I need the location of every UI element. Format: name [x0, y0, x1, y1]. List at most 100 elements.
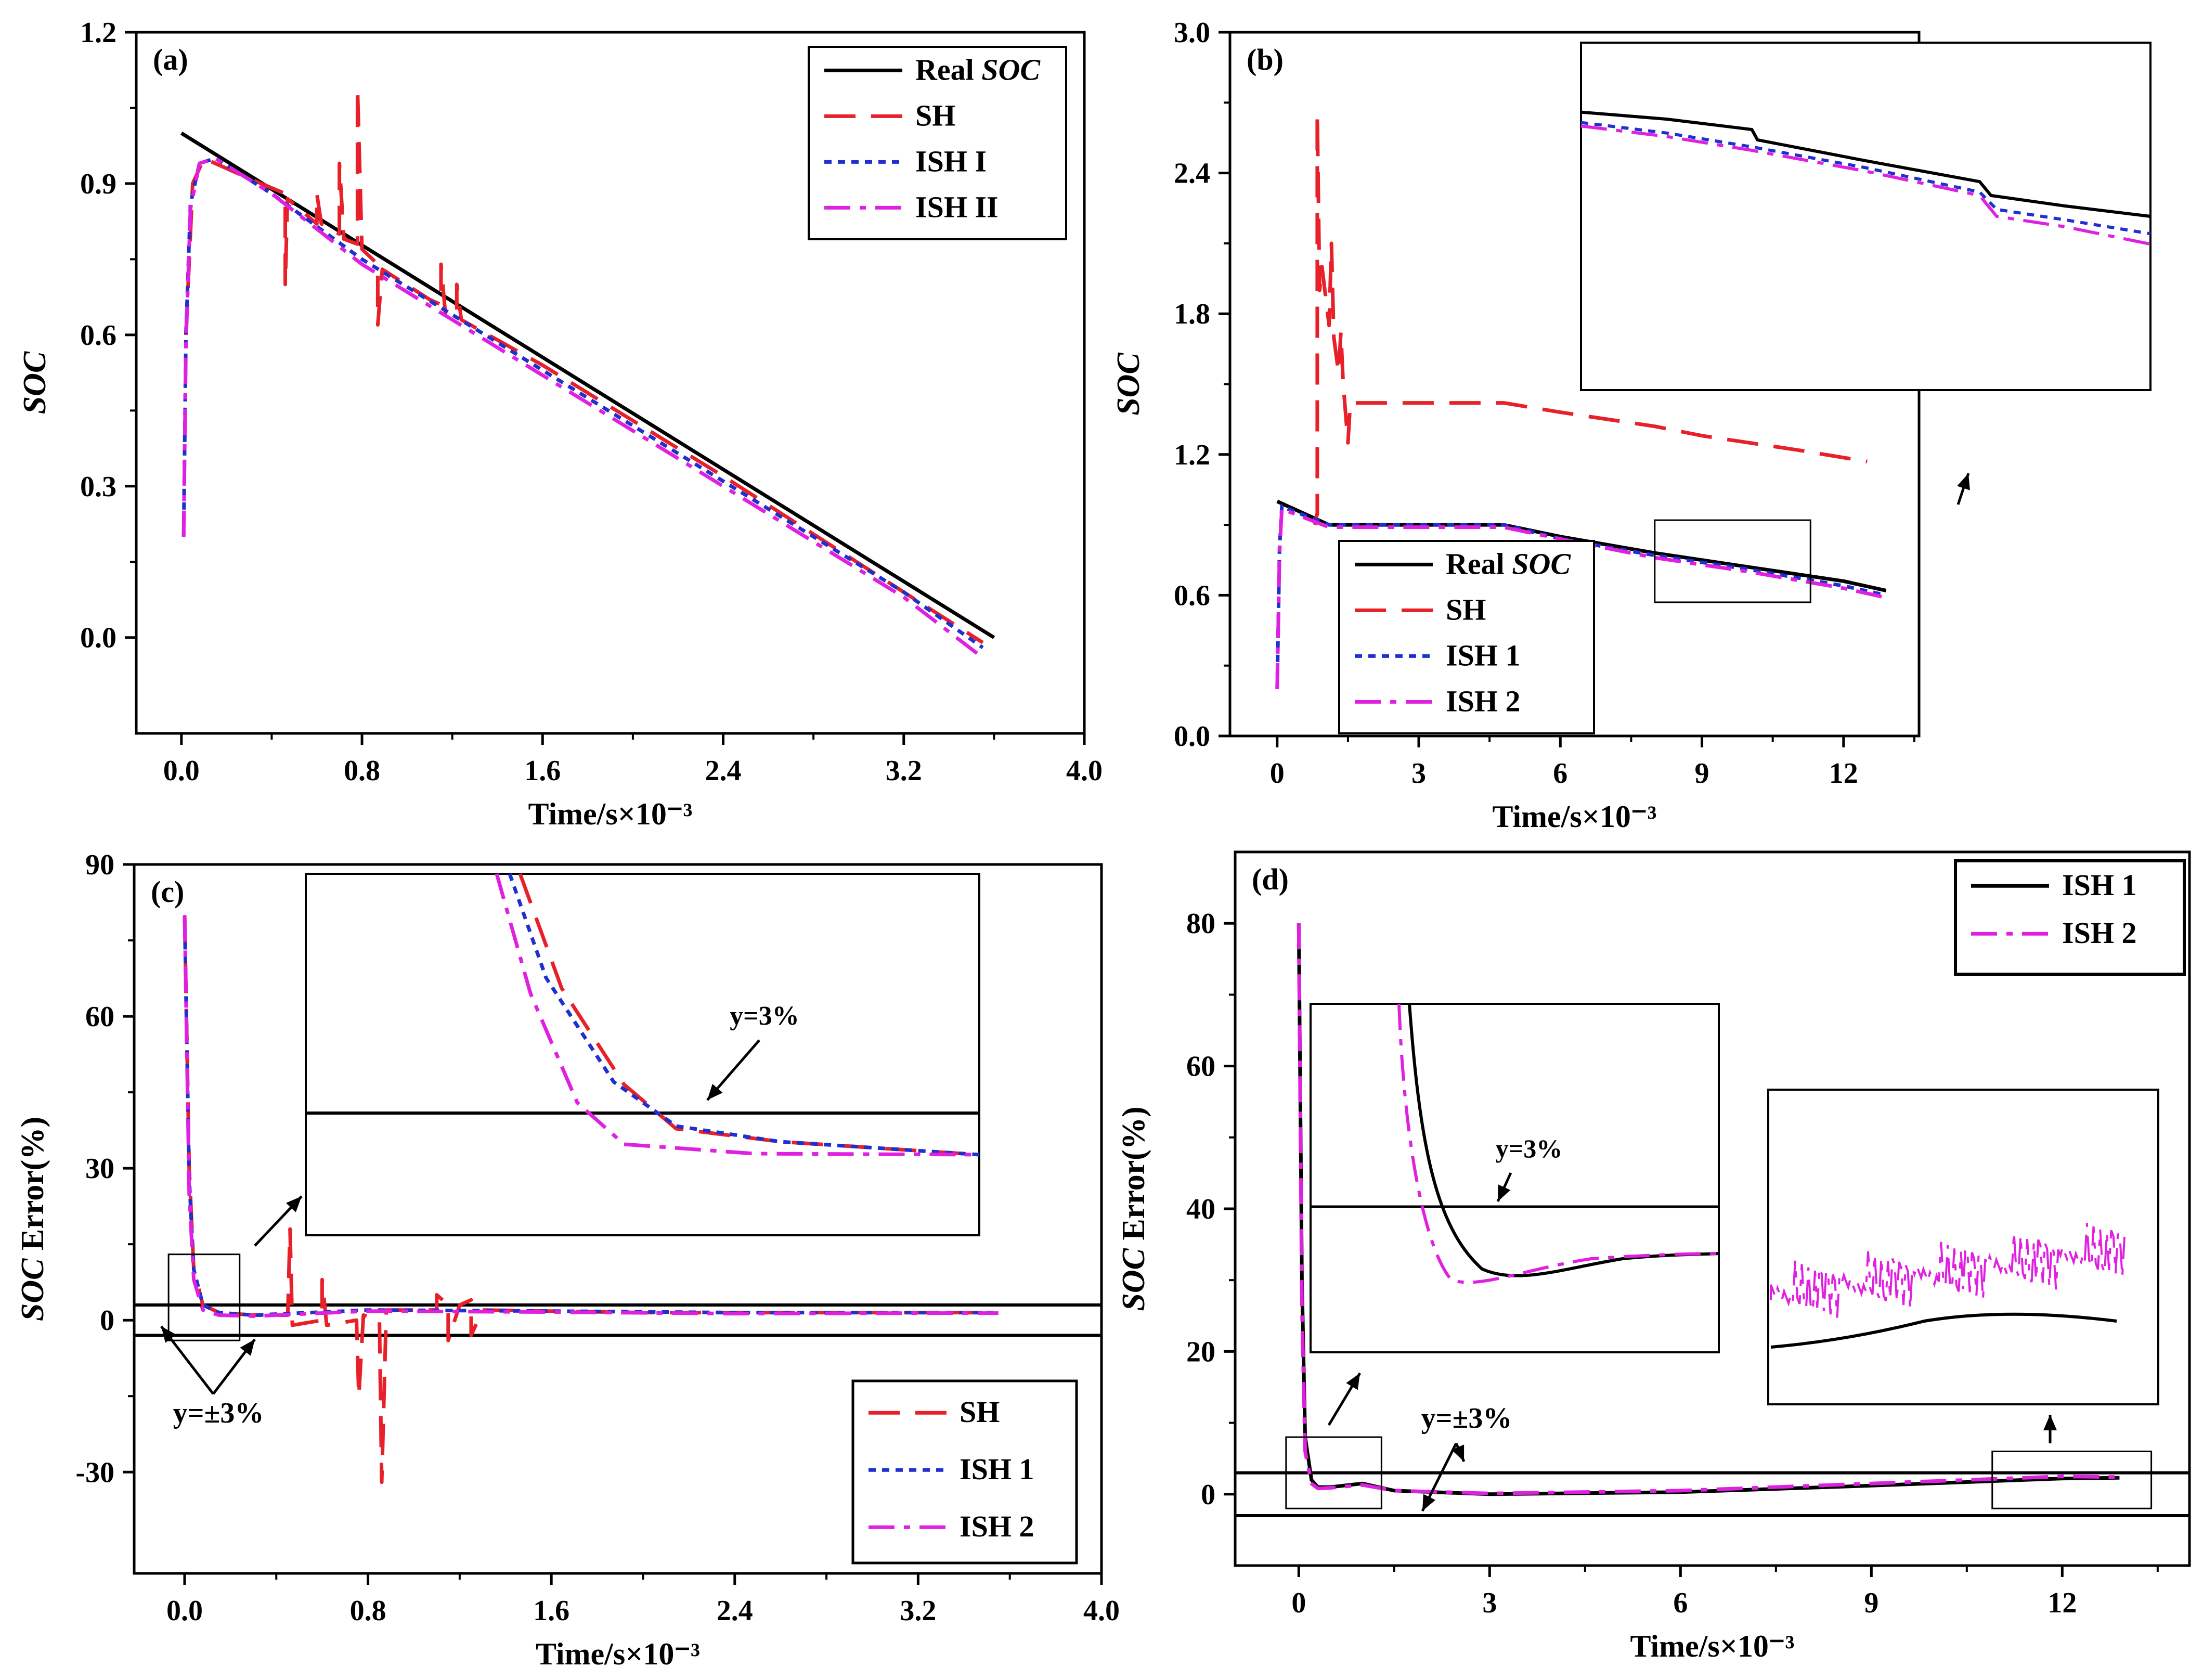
legend-label-text: Real	[915, 53, 981, 86]
x-tick-label: 2.4	[717, 1595, 753, 1627]
y-tick-label: 0.0	[1174, 720, 1210, 753]
x-tick-label: 3	[1411, 757, 1426, 790]
inset-d2-line	[1770, 1223, 2126, 1318]
series-line-sh	[183, 915, 999, 1484]
zoom-arrow-head	[1346, 1373, 1360, 1390]
legend-label: Real SOC	[915, 53, 1041, 86]
y-tick-label: 30	[85, 1153, 114, 1185]
legend-label: SH	[1446, 592, 1486, 626]
legend-box	[1954, 859, 2186, 976]
zoom-arrow-head	[1957, 473, 1970, 490]
x-tick-label: 0	[1270, 757, 1285, 790]
legend-label: ISH I	[915, 144, 987, 178]
x-axis-label: Time/s×10⁻³	[1492, 799, 1656, 834]
x-tick-label: 0.8	[350, 1595, 386, 1627]
legend-label: ISH 2	[1446, 684, 1520, 718]
annotation-y3: y=3%	[730, 1001, 799, 1031]
panel-tag: (b)	[1247, 43, 1284, 76]
annotation-y3-arrow-head	[707, 1083, 723, 1100]
y-tick-label: 0.0	[80, 622, 116, 654]
y-tick-label: 0	[1201, 1479, 1215, 1511]
legend-label: ISH 1	[1446, 638, 1520, 672]
legend-label-text: ISH 1	[960, 1452, 1034, 1486]
annotation-ypm3: y=±3%	[1421, 1402, 1512, 1435]
panel-tag: (d)	[1252, 862, 1289, 896]
legend-label-text: ISH 1	[2062, 868, 2136, 902]
inset-d2-frame	[1767, 1089, 2159, 1405]
annotation-y3-arrow-head	[1498, 1184, 1511, 1201]
plot-frame	[135, 31, 1086, 735]
legend-label-text: ISH 1	[1446, 638, 1520, 672]
inset-d1-line	[1397, 1003, 1719, 1284]
panel-tag: (c)	[151, 875, 184, 909]
x-axis-label: Time/s×10⁻³	[536, 1637, 700, 1671]
legend-label-text: ISH 2	[2062, 916, 2136, 950]
panel-d: 0 3 6 9 12 0 20 40 60 80 Time/s×10⁻³ SOC Error(%) (d…	[1116, 850, 2191, 1663]
panel-tag: (a)	[153, 43, 188, 76]
x-tick-label: 2.4	[705, 755, 742, 787]
plot-frame	[133, 863, 1103, 1575]
legend-label-text: ISH I	[915, 144, 987, 178]
y-tick-label: 0.9	[80, 168, 116, 200]
y-axis-label: SOC Error(%)	[1116, 1106, 1151, 1311]
x-tick-label: 0.0	[166, 1595, 203, 1627]
annotation-arrow-up-head	[1452, 1444, 1465, 1462]
series-line-ish-2	[183, 915, 999, 1318]
x-tick-label: 3	[1482, 1587, 1497, 1619]
annotation-arrow-down-head	[1422, 1494, 1436, 1511]
x-tick-label: 0.8	[344, 755, 380, 787]
y-axis-label-italic: SOC	[1116, 1248, 1151, 1311]
y-axis-label: SOC	[1111, 353, 1146, 416]
x-tick-label: 9	[1695, 757, 1709, 790]
x-axis-label: Time/s×10⁻³	[528, 797, 692, 831]
y-tick-label: 40	[1186, 1193, 1215, 1225]
legend-label-text: SH	[960, 1395, 1000, 1429]
x-tick-label: 3.2	[900, 1595, 936, 1627]
legend-label-text: SH	[1446, 592, 1486, 626]
inset-d1-frame	[1310, 1003, 1720, 1353]
inset-b-line	[1580, 121, 2151, 236]
legend: Real SOC SH ISH 1 ISH 2	[1338, 540, 1595, 734]
y-axis-label: SOC Error(%)	[15, 1117, 50, 1321]
panel-c: 0.0 0.8 1.6 2.4 3.2 4.0 -30 0 30 60 90 Time/s×10⁻³ S…	[15, 849, 1120, 1671]
legend-label-text: Real	[1446, 547, 1512, 580]
x-tick-label: 12	[2048, 1587, 2077, 1619]
x-tick-label: 12	[1829, 757, 1858, 790]
y-tick-label: 1.8	[1174, 298, 1210, 330]
zoom-box	[167, 1253, 241, 1341]
x-tick-label: 1.6	[524, 755, 561, 787]
inset-d1: y=3%	[1310, 1003, 1720, 1353]
legend-label: SH	[960, 1395, 1000, 1429]
legend-label: SH	[915, 98, 955, 132]
zoom-arrow-head	[2043, 1415, 2057, 1430]
x-axis-label: Time/s×10⁻³	[1630, 1629, 1794, 1663]
y-tick-label: 20	[1186, 1336, 1215, 1368]
x-tick-label: 6	[1673, 1587, 1688, 1619]
legend-label: ISH 1	[2062, 868, 2136, 902]
annotation-arrow-up-head	[161, 1326, 176, 1343]
x-tick-label: 0.0	[163, 755, 200, 787]
legend: ISH 1 ISH 2	[1954, 859, 2186, 976]
zoom-arrow-head	[286, 1196, 302, 1212]
annotation-y3: y=3%	[1496, 1134, 1563, 1163]
inset-c: y=3%	[305, 873, 980, 1236]
y-tick-label: 90	[85, 849, 114, 881]
y-tick-label: 3.0	[1174, 17, 1210, 49]
annotation-ypm3: y=±3%	[173, 1397, 264, 1429]
inset-c-frame	[305, 873, 980, 1236]
legend-label: ISH 2	[960, 1509, 1034, 1543]
y-tick-label: 0.3	[80, 471, 116, 503]
legend-label: ISH 1	[960, 1452, 1034, 1486]
inset-d2-line	[1770, 1312, 2117, 1349]
y-axis-label-rest: Error(%)	[15, 1117, 50, 1259]
series-line-ish-i	[182, 156, 984, 649]
y-axis-label-rest: Error(%)	[1116, 1106, 1151, 1248]
y-tick-label: 1.2	[1174, 439, 1210, 471]
zoom-box	[1654, 519, 1811, 603]
y-axis-label: SOC	[17, 351, 53, 414]
x-tick-label: 4.0	[1066, 755, 1103, 787]
y-tick-label: 2.4	[1174, 158, 1210, 190]
y-axis-label-italic: SOC	[15, 1258, 50, 1321]
series-line-ish-2	[1275, 507, 1887, 689]
